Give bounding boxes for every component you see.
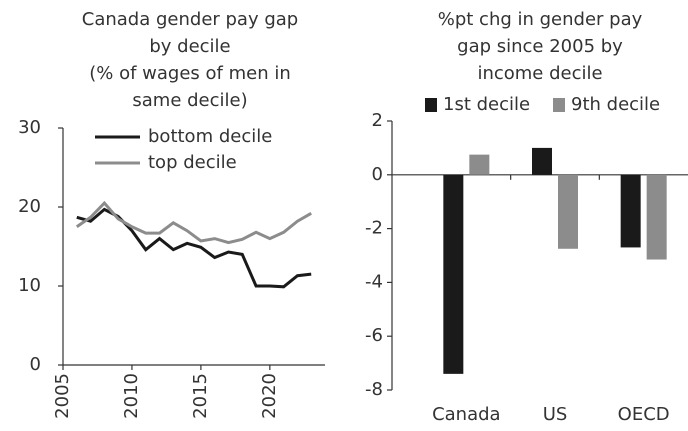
x-tick-label: 2015 [190, 373, 211, 419]
x-tick-label: OECD [618, 404, 670, 425]
x-tick-label: 2010 [121, 373, 142, 419]
y-tick-label: 0 [372, 164, 383, 185]
y-tick-label: 2 [372, 110, 383, 131]
legend-label: 9th decile [571, 94, 660, 115]
y-tick-label: 0 [30, 354, 41, 375]
bar [443, 174, 464, 374]
bar [620, 174, 641, 248]
y-tick-label: -2 [365, 218, 383, 239]
legend-label: 1st decile [443, 94, 530, 115]
x-tick-label: US [543, 404, 568, 425]
legend-swatch [425, 98, 437, 112]
y-tick-label: -6 [365, 325, 383, 346]
x-tick-label: 2005 [52, 373, 73, 419]
chart-title: %pt chg in gender pay [438, 9, 643, 30]
line-series [75, 200, 312, 245]
y-tick-label: 20 [18, 196, 41, 217]
y-tick-label: -4 [365, 271, 383, 292]
x-tick-label: Canada [432, 404, 501, 425]
bar [646, 174, 667, 260]
legend-swatch [553, 98, 565, 112]
chart-title: (% of wages of men in [89, 63, 291, 84]
chart-title: by decile [149, 36, 230, 57]
y-tick-label: 10 [18, 275, 41, 296]
chart-title: gap since 2005 by [457, 36, 623, 57]
line-series [76, 207, 312, 289]
chart-title: Canada gender pay gap [82, 9, 298, 30]
legend-label: bottom decile [148, 126, 272, 147]
chart-title: income decile [477, 63, 602, 84]
bar [532, 147, 552, 175]
legend-label: top decile [148, 152, 237, 173]
y-tick-label: -8 [365, 379, 383, 400]
bar [469, 154, 490, 175]
x-tick-label: 2020 [259, 373, 280, 419]
y-tick-label: 30 [18, 117, 41, 138]
bar [558, 174, 578, 249]
chart-title: same decile) [132, 90, 247, 111]
